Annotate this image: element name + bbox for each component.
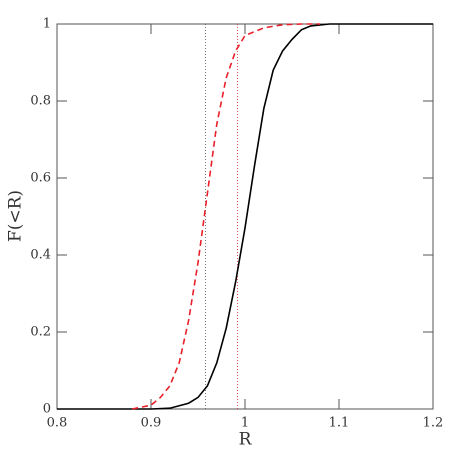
y-tick-label: 0.2 [30,325,51,340]
y-tick-label: 0 [43,402,51,417]
y-tick-label: 1 [43,17,51,32]
y-tick-label: 0.6 [30,171,51,186]
x-tick-label: 1.2 [423,416,444,431]
series-line [57,23,433,410]
y-axis-label: F(<R) [6,190,26,242]
series-line [132,23,321,410]
x-axis-label: R [239,430,253,450]
y-tick-label: 0.8 [30,94,51,109]
plot-frame [56,23,434,410]
y-tick-label: 0.4 [30,248,51,263]
x-tick-label: 1 [241,416,249,431]
x-tick-label: 1.1 [329,416,350,431]
x-tick-label: 0.9 [141,416,162,431]
x-tick-label: 0.8 [47,416,68,431]
